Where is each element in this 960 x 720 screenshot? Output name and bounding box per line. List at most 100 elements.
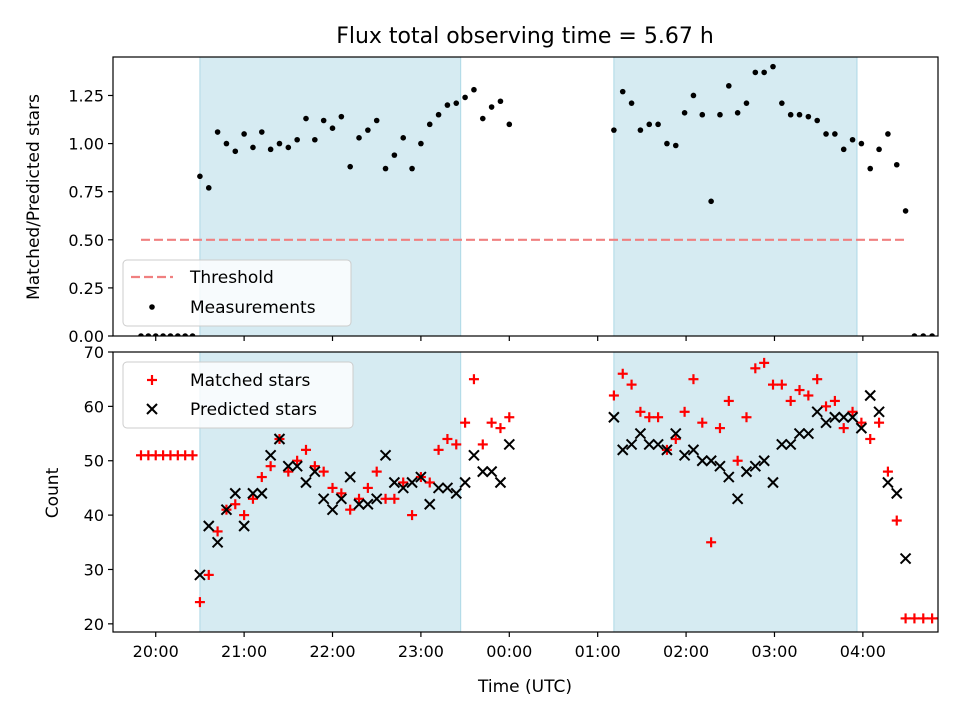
matched-star-marker: [371, 466, 382, 477]
predicted-star-marker: [643, 438, 655, 451]
matched-star-marker: [362, 482, 373, 493]
matched-star-marker: [874, 417, 885, 428]
predicted-star-marker: [678, 449, 691, 462]
matched-star-marker: [495, 423, 506, 434]
matched-star-marker: [732, 455, 743, 466]
matched-star-marker: [194, 597, 205, 608]
measurement-point: [303, 115, 309, 122]
measurement-point: [145, 333, 152, 336]
matched-star-marker: [829, 395, 840, 406]
matched-star-marker: [398, 477, 409, 488]
predicted-star-marker: [758, 455, 770, 467]
measurement-point: [294, 136, 300, 143]
legend-box: [122, 361, 354, 429]
matched-star-marker: [327, 482, 338, 493]
measurement-point: [391, 152, 398, 158]
matched-star-marker: [407, 510, 418, 521]
matched-star-marker: [424, 477, 435, 488]
legend-swatch-predicted: [146, 403, 158, 415]
predicted-star-marker: [740, 465, 753, 478]
matched-star-marker: [265, 461, 276, 472]
bottom-legend: Matched stars Predicted stars: [122, 361, 354, 429]
measurement-point: [814, 117, 820, 124]
measurement-point: [920, 333, 927, 336]
bottom-axes-frame: [112, 351, 939, 633]
measurement-point: [241, 131, 247, 137]
measurement-point: [672, 142, 679, 149]
legend-label: Matched stars: [190, 371, 310, 391]
predicted-star-marker: [220, 503, 233, 516]
matched-star-marker: [247, 493, 258, 504]
predicted-star-marker: [652, 438, 664, 451]
matched-star-marker: [891, 515, 902, 526]
predicted-star-marker: [264, 449, 277, 462]
measurement-point: [167, 333, 174, 336]
matched-star-marker: [714, 423, 725, 434]
predicted-star-marker: [899, 552, 912, 565]
x-tick-label: 01:00: [575, 642, 621, 661]
measurement-point: [409, 165, 415, 172]
predicted-star-marker: [802, 427, 815, 440]
matched-star-marker: [212, 526, 223, 537]
predicted-star-marker: [784, 438, 797, 451]
matched-star-marker: [486, 417, 497, 428]
matched-star-marker: [794, 385, 805, 396]
measurement-point: [726, 83, 732, 89]
predicted-star-marker: [344, 471, 356, 483]
predicted-star-marker: [335, 493, 348, 505]
predicted-star-marker: [468, 449, 480, 462]
predicted-star-marker: [864, 389, 876, 402]
matched-star-marker: [460, 417, 471, 428]
matched-star-marker: [865, 433, 876, 444]
matched-star-marker: [679, 406, 690, 417]
matched-star-marker: [812, 374, 823, 385]
matched-star-marker: [203, 569, 214, 580]
predicted-star-marker: [291, 460, 303, 472]
matched-star-marker: [451, 439, 462, 450]
matched-star-marker: [838, 423, 849, 434]
predicted-star-marker: [326, 503, 339, 516]
measurement-point: [189, 333, 196, 336]
measurement-point: [382, 165, 389, 172]
measurement-point: [619, 88, 626, 95]
measurement-point: [787, 111, 794, 118]
predicted-star-marker: [415, 471, 427, 483]
chart-title: Flux total observing time = 5.67 h: [336, 24, 714, 49]
predicted-star-marker: [617, 444, 629, 456]
predicted-star-marker: [273, 433, 286, 445]
matched-star-marker: [256, 472, 267, 483]
predicted-star-marker: [731, 493, 744, 505]
matched-star-marker: [688, 374, 699, 385]
top-axes-frame: [112, 56, 939, 337]
bottom-y-axis-label: Count: [43, 467, 63, 518]
predicted-star-marker: [450, 487, 462, 500]
predicted-star-marker: [388, 476, 401, 489]
measurement-point: [197, 173, 203, 180]
measurement-point: [223, 140, 230, 147]
top-observing-window-2: [613, 56, 858, 337]
y-tick-label: 1.00: [68, 135, 104, 154]
measurement-point: [453, 100, 460, 106]
measurement-point: [267, 146, 274, 153]
matched-star-marker: [653, 412, 664, 423]
measurement-point: [497, 98, 504, 105]
measurement-point: [849, 136, 856, 143]
predicted-star-marker: [891, 487, 903, 500]
legend-swatch-matched: [147, 375, 157, 385]
measurement-point: [681, 110, 688, 116]
matched-star-marker: [380, 493, 391, 504]
measurement-point: [805, 113, 812, 120]
measurement-point: [488, 104, 495, 110]
measurement-point: [876, 146, 882, 153]
x-axis-label: Time (UTC): [477, 677, 572, 697]
matched-star-marker: [608, 390, 619, 401]
predicted-star-marker: [749, 460, 762, 472]
matched-star-marker: [345, 504, 356, 515]
predicted-star-marker: [634, 427, 647, 440]
matched-star-marker: [309, 461, 320, 472]
measurement-point: [205, 185, 212, 191]
measurement-point: [770, 63, 776, 70]
measurement-point: [435, 111, 442, 118]
legend-label: Predicted stars: [190, 400, 317, 420]
predicted-star-marker: [494, 476, 507, 489]
